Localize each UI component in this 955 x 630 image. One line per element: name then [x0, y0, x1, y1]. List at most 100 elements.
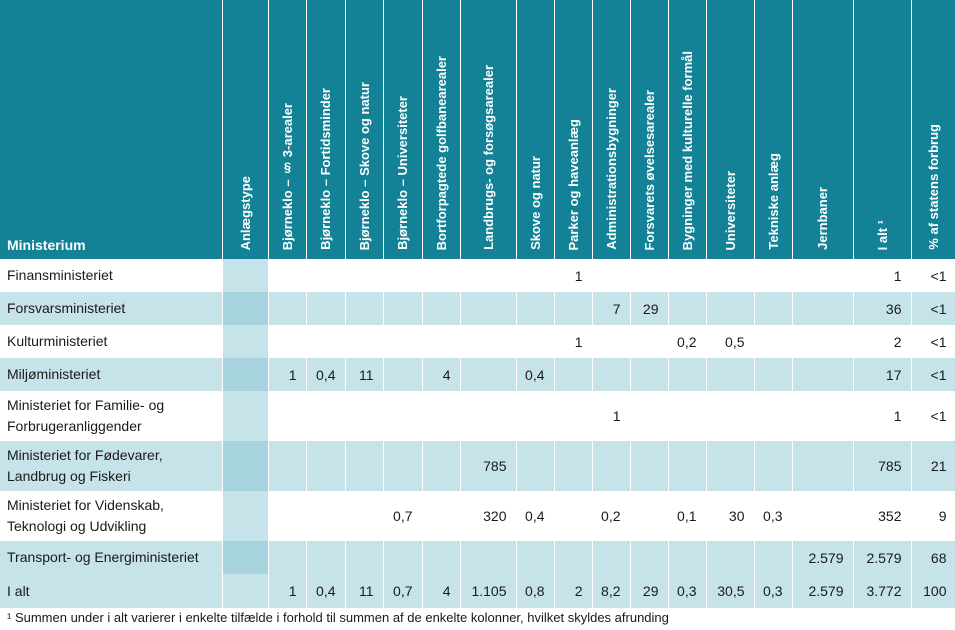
value-cell	[792, 491, 854, 541]
value-cell: 30,5	[706, 574, 755, 608]
header-col: Administrationsbygninger	[592, 0, 631, 259]
ministry-label: Ministeriet for Familie- og Forbrugeranl…	[0, 391, 223, 441]
value-cell: 36	[853, 292, 912, 325]
header-col: Tekniske anlæg	[754, 0, 793, 259]
value-cell	[592, 358, 631, 391]
value-cell: <1	[911, 259, 955, 292]
value-cell	[792, 259, 854, 292]
value-cell	[422, 292, 461, 325]
value-cell	[792, 325, 854, 358]
value-cell	[668, 391, 707, 441]
header-col: Bjørneklo – § 3-arealer	[268, 0, 307, 259]
header-label: Bygninger med kulturelle formål	[679, 50, 695, 250]
table-row: Finansministeriet 1 1 <1	[0, 259, 955, 292]
value-cell: 2	[554, 574, 593, 608]
value-cell: 7	[592, 292, 631, 325]
ministry-label: I alt	[0, 574, 223, 608]
value-cell	[554, 358, 593, 391]
value-cell	[754, 325, 793, 358]
ministry-expense-table: Ministerium Anlægstype Bjørneklo – § 3-a…	[0, 0, 955, 608]
value-cell	[754, 259, 793, 292]
header-col: Bortforpagtede golfbanearealer	[422, 0, 461, 259]
value-cell: 1.105	[460, 574, 517, 608]
value-cell	[422, 541, 461, 574]
value-cell: 11	[345, 358, 384, 391]
value-cell	[554, 391, 593, 441]
header-col: Bjørneklo – Fortidsminder	[306, 0, 346, 259]
value-cell	[268, 292, 307, 325]
value-cell	[630, 358, 669, 391]
value-cell: 8,2	[592, 574, 631, 608]
value-cell: 21	[911, 441, 955, 491]
value-cell	[792, 292, 854, 325]
value-cell	[268, 325, 307, 358]
value-cell: 11	[345, 574, 384, 608]
value-cell	[630, 259, 669, 292]
ministry-label: Finansministeriet	[0, 259, 223, 292]
value-cell	[630, 391, 669, 441]
value-cell: 30	[706, 491, 755, 541]
table-row: Ministeriet for Videnskab, Teknologi og …	[0, 491, 955, 541]
value-cell	[422, 325, 461, 358]
value-cell: 0,2	[668, 325, 707, 358]
value-cell	[668, 441, 707, 491]
value-cell: 0,3	[668, 574, 707, 608]
anlaegstype-cell	[222, 358, 269, 391]
value-cell	[345, 441, 384, 491]
value-cell	[268, 391, 307, 441]
header-label: Jernbaner	[815, 187, 830, 250]
value-cell: 1	[853, 391, 912, 441]
table-row: Ministeriet for Fødevarer, Landbrug og F…	[0, 441, 955, 491]
value-cell: 0,3	[754, 491, 793, 541]
value-cell: 1	[268, 358, 307, 391]
value-cell: 2.579	[853, 541, 912, 574]
anlaegstype-cell	[222, 391, 269, 441]
value-cell	[792, 391, 854, 441]
value-cell: <1	[911, 358, 955, 391]
header-col: Bjørneklo – Universiteter	[383, 0, 423, 259]
header-label: Bjørneklo – Universiteter	[395, 96, 410, 250]
header-col: Jernbaner	[792, 0, 854, 259]
value-cell	[630, 491, 669, 541]
value-cell: 0,4	[306, 358, 346, 391]
value-cell	[754, 541, 793, 574]
value-cell: <1	[911, 292, 955, 325]
anlaegstype-cell	[222, 292, 269, 325]
header-label: % af statens forbrug	[926, 124, 941, 250]
value-cell	[383, 292, 423, 325]
value-cell: 352	[853, 491, 912, 541]
value-cell	[754, 441, 793, 491]
table-row: Transport- og Energiministeriet 2.579 2.57…	[0, 541, 955, 574]
value-cell	[422, 441, 461, 491]
anlaegstype-cell	[222, 259, 269, 292]
value-cell	[306, 491, 346, 541]
table-body: Finansministeriet 1 1 <1 Forsvarsministeriet…	[0, 259, 955, 608]
anlaegstype-cell	[222, 574, 269, 608]
value-cell: 785	[853, 441, 912, 491]
value-cell: 0,1	[668, 491, 707, 541]
value-cell: 320	[460, 491, 517, 541]
ministry-label: Transport- og Energiministeriet	[0, 541, 223, 574]
value-cell	[268, 259, 307, 292]
header-label: Administrationsbygninger	[603, 88, 619, 250]
table-row: Ministeriet for Familie- og Forbrugeranl…	[0, 391, 955, 441]
header-col: Forsvarets øvelsesarealer	[630, 0, 669, 259]
header-label: Tekniske anlæg	[765, 153, 781, 250]
value-cell: 2.579	[792, 574, 854, 608]
value-cell: 0,4	[516, 491, 555, 541]
value-cell	[754, 358, 793, 391]
value-cell	[516, 391, 555, 441]
header-label: Bjørneklo – Skove og natur	[356, 81, 372, 250]
ministry-label: Kulturministeriet	[0, 325, 223, 358]
value-cell: 1	[554, 325, 593, 358]
header-label: Universiteter	[722, 170, 738, 250]
anlaegstype-cell	[222, 325, 269, 358]
value-cell: 785	[460, 441, 517, 491]
value-cell: 17	[853, 358, 912, 391]
header-ministerium: Ministerium	[0, 0, 223, 259]
value-cell: 3.772	[853, 574, 912, 608]
value-cell: 0,8	[516, 574, 555, 608]
value-cell	[592, 325, 631, 358]
header-label: Bjørneklo – Fortidsminder	[318, 88, 333, 250]
header-label: Bjørneklo – § 3-arealer	[279, 102, 295, 250]
